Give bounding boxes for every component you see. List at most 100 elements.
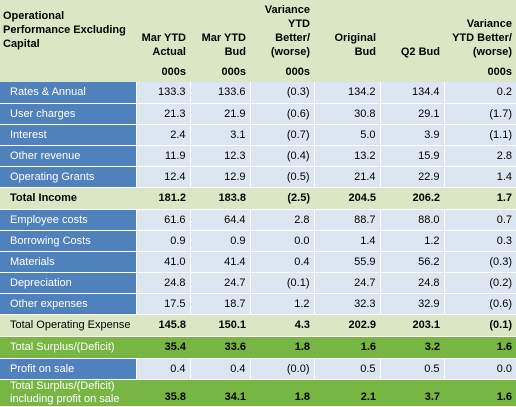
value-cell: 61.6: [135, 209, 190, 231]
row-label: Other expenses: [0, 293, 136, 315]
value-cell: 1.8: [250, 379, 314, 407]
row-label: Total Surplus/(Deficit) including profit…: [0, 379, 136, 407]
value-cell: 1.4: [443, 166, 516, 188]
table-row-borrowing-costs: Borrowing Costs 0.9 0.9 0.0 1.4 1.2 0.3: [0, 230, 516, 252]
value-cell: (1.1): [443, 124, 516, 146]
value-cell: 1.6: [314, 336, 380, 359]
value-cell: 1.8: [250, 336, 314, 359]
table-row-depreciation: Depreciation 24.8 24.7 (0.1) 24.7 24.8 (…: [0, 272, 516, 294]
row-label: User charges: [0, 103, 136, 125]
row-label: Borrowing Costs: [0, 230, 136, 252]
value-cell: 0.2: [443, 82, 516, 104]
value-cell: 88.7: [313, 209, 380, 231]
table-row-rates: Rates & Annual 133.3 133.6 (0.3) 134.2 1…: [0, 82, 516, 104]
value-cell: (0.4): [249, 145, 314, 167]
table-row-employee-costs: Employee costs 61.6 64.4 2.8 88.7 88.0 0…: [0, 209, 516, 231]
row-label: Total Income: [0, 187, 136, 210]
value-cell: 134.2: [313, 82, 380, 104]
value-cell: 24.7: [189, 272, 250, 294]
value-cell: (2.5): [250, 187, 314, 210]
value-cell: 24.8: [135, 272, 190, 294]
value-cell: 1.2: [249, 293, 314, 315]
table-row-materials: Materials 41.0 41.4 0.4 55.9 56.2 (0.3): [0, 251, 516, 273]
value-cell: 30.8: [313, 103, 380, 125]
unit-cell: 000s: [250, 62, 314, 82]
value-cell: 29.1: [379, 103, 444, 125]
value-cell: (0.1): [444, 314, 516, 337]
value-cell: 203.1: [380, 314, 444, 337]
value-cell: 0.4: [249, 251, 314, 273]
value-cell: 0.9: [135, 230, 190, 252]
value-cell: 2.8: [443, 145, 516, 167]
value-cell: (0.3): [249, 82, 314, 104]
value-cell: 15.9: [379, 145, 444, 167]
value-cell: (0.2): [443, 272, 516, 294]
table-row-other-revenue: Other revenue 11.9 12.3 (0.4) 13.2 15.9 …: [0, 145, 516, 167]
column-header-mar-ytd-actual: Mar YTD Actual: [136, 0, 190, 62]
value-cell: 24.7: [313, 272, 380, 294]
value-cell: 32.3: [313, 293, 380, 315]
value-cell: 35.8: [136, 379, 190, 407]
value-cell: 4.3: [250, 314, 314, 337]
value-cell: (0.6): [249, 103, 314, 125]
value-cell: 56.2: [379, 251, 444, 273]
value-cell: 35.4: [136, 336, 190, 359]
row-label: Rates & Annual: [0, 82, 136, 104]
value-cell: 1.6: [444, 336, 516, 359]
table-row-interest: Interest 2.4 3.1 (0.7) 5.0 3.9 (1.1): [0, 124, 516, 146]
table-row-total-income: Total Income 181.2 183.8 (2.5) 204.5 206…: [0, 187, 516, 210]
value-cell: 12.4: [135, 166, 190, 188]
value-cell: 204.5: [314, 187, 380, 210]
value-cell: 150.1: [190, 314, 250, 337]
value-cell: 2.4: [135, 124, 190, 146]
value-cell: 5.0: [313, 124, 380, 146]
value-cell: (0.5): [249, 166, 314, 188]
value-cell: 1.2: [379, 230, 444, 252]
units-row: 000s 000s 000s 000s: [0, 62, 516, 82]
value-cell: 206.2: [380, 187, 444, 210]
value-cell: 145.8: [136, 314, 190, 337]
value-cell: 183.8: [190, 187, 250, 210]
value-cell: 1.4: [313, 230, 380, 252]
value-cell: 133.6: [189, 82, 250, 104]
value-cell: 55.9: [313, 251, 380, 273]
unit-cell: 000s: [444, 62, 516, 82]
value-cell: 181.2: [136, 187, 190, 210]
value-cell: 11.9: [135, 145, 190, 167]
table-row-other-expenses: Other expenses 17.5 18.7 1.2 32.3 32.9 (…: [0, 293, 516, 315]
table-row-total-surplus-incl-profit: Total Surplus/(Deficit) including profit…: [0, 379, 516, 407]
value-cell: 64.4: [189, 209, 250, 231]
value-cell: 0.0: [443, 358, 516, 380]
column-header-original-bud: Original Bud: [314, 0, 380, 62]
value-cell: (0.0): [249, 358, 314, 380]
value-cell: 18.7: [189, 293, 250, 315]
value-cell: 1.7: [444, 187, 516, 210]
value-cell: 0.0: [249, 230, 314, 252]
row-label: Total Surplus/(Deficit): [0, 336, 136, 359]
value-cell: (0.6): [443, 293, 516, 315]
value-cell: (0.1): [249, 272, 314, 294]
units-label-blank: [0, 62, 136, 82]
value-cell: 12.3: [189, 145, 250, 167]
value-cell: 0.4: [189, 358, 250, 380]
value-cell: 0.3: [443, 230, 516, 252]
table-title: Operational Performance Excluding Capita…: [0, 0, 136, 62]
value-cell: 2.1: [314, 379, 380, 407]
value-cell: 24.8: [379, 272, 444, 294]
value-cell: 21.4: [313, 166, 380, 188]
table-row-total-surplus: Total Surplus/(Deficit) 35.4 33.6 1.8 1.…: [0, 336, 516, 359]
value-cell: 3.1: [189, 124, 250, 146]
value-cell: (1.7): [443, 103, 516, 125]
row-label: Profit on sale: [0, 358, 136, 380]
row-label: Total Operating Expense: [0, 314, 136, 337]
row-label: Other revenue: [0, 145, 136, 167]
value-cell: 134.4: [379, 82, 444, 104]
value-cell: 0.7: [443, 209, 516, 231]
table-row-user-charges: User charges 21.3 21.9 (0.6) 30.8 29.1 (…: [0, 103, 516, 125]
column-header-mar-ytd-bud: Mar YTD Bud: [190, 0, 250, 62]
value-cell: 0.9: [189, 230, 250, 252]
unit-cell: 000s: [190, 62, 250, 82]
header-row: Operational Performance Excluding Capita…: [0, 0, 516, 62]
value-cell: 202.9: [314, 314, 380, 337]
row-label: Interest: [0, 124, 136, 146]
